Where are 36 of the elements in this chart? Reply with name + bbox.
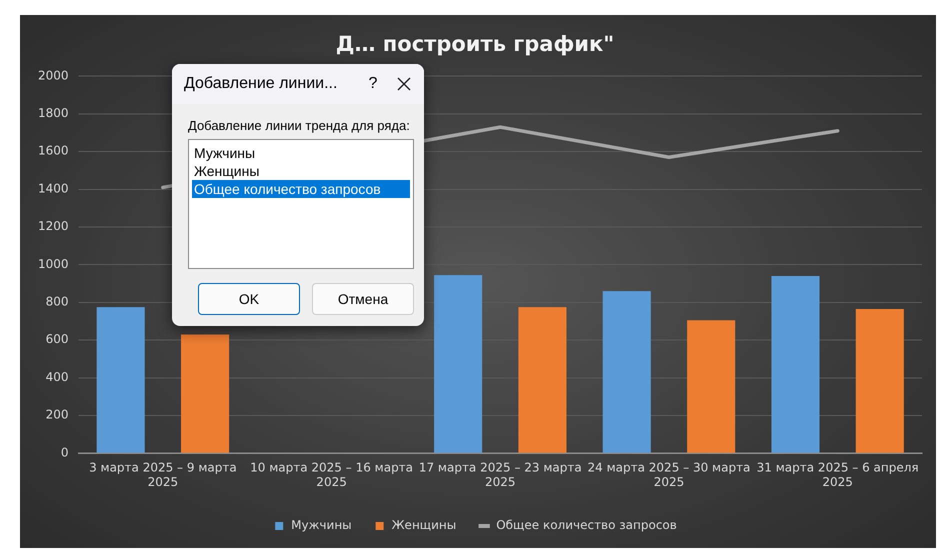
x-tick-label: 31 марта 2025 – 6 апреля 2025 bbox=[756, 460, 919, 489]
bar bbox=[602, 291, 651, 453]
bar bbox=[434, 275, 482, 453]
bar bbox=[96, 307, 145, 453]
y-tick-label: 200 bbox=[46, 408, 69, 422]
y-tick-label: 800 bbox=[46, 294, 69, 309]
annotation: ? bbox=[368, 75, 378, 93]
y-tick-label: 1200 bbox=[38, 219, 69, 234]
legend-label: Женщины bbox=[392, 518, 456, 532]
y-tick-label: 400 bbox=[46, 370, 69, 384]
y-tick-label: 600 bbox=[46, 332, 69, 346]
x-tick-label: 17 марта 2025 – 23 марта 2025 bbox=[418, 460, 582, 489]
annotation: Добавление линии тренда для ряда: bbox=[188, 118, 411, 133]
bar bbox=[687, 320, 736, 453]
chart-title: Д… построить график" bbox=[336, 32, 614, 56]
y-tick-label: 1800 bbox=[38, 106, 69, 120]
bar bbox=[771, 276, 820, 453]
y-tick-label: 0 bbox=[60, 445, 69, 460]
y-tick-label: 1600 bbox=[38, 144, 69, 158]
annotation: Общее количество запросов bbox=[192, 180, 410, 198]
legend-label: Общее количество запросов bbox=[496, 518, 677, 532]
annotation: Мужчины bbox=[193, 144, 256, 162]
bar bbox=[856, 309, 904, 453]
y-tick-label: 2000 bbox=[38, 68, 69, 82]
annotation: Отмена bbox=[312, 283, 414, 315]
bar bbox=[518, 307, 566, 453]
y-tick-label: 1400 bbox=[38, 181, 69, 196]
annotation: Женщины bbox=[193, 162, 260, 180]
annotation: Добавление линии... bbox=[184, 75, 338, 93]
x-tick-label: 24 марта 2025 – 30 марта 2025 bbox=[588, 460, 750, 489]
x-tick-label: 10 марта 2025 – 16 марта 2025 bbox=[250, 460, 414, 489]
legend-label: Мужчины bbox=[291, 518, 352, 532]
y-tick-label: 1000 bbox=[38, 256, 69, 271]
x-tick-label: 3 марта 2025 – 9 марта 2025 bbox=[89, 460, 237, 489]
annotation: OK bbox=[198, 283, 300, 315]
bar bbox=[181, 334, 230, 453]
